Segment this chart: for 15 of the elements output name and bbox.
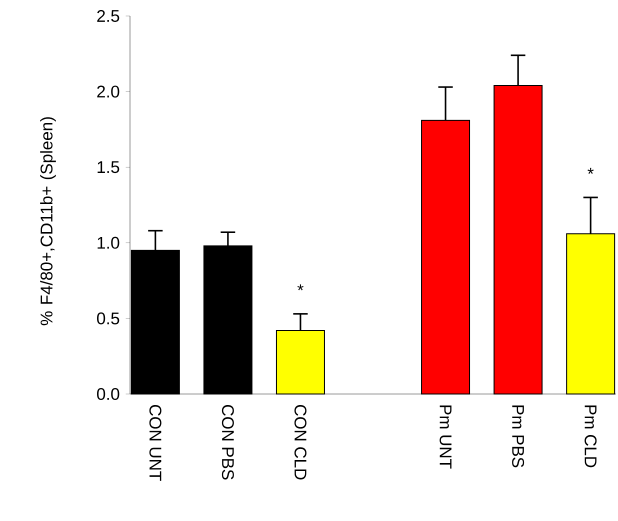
- annotation: *: [297, 284, 304, 290]
- y-tick-label: 1.0: [98, 236, 120, 249]
- y-tick-label: 0.0: [97, 388, 120, 400]
- y-axis-title: % F4/80+,CD11b+ (Spleen): [40, 117, 56, 326]
- x-tick-label: CON CLD: [294, 404, 306, 480]
- x-tick-label: Pm PBS: [512, 405, 524, 468]
- x-tick-label: CON PBS: [222, 404, 234, 480]
- y-tick-label: 1.5: [98, 161, 120, 174]
- x-tick-label: Pm CLD: [584, 405, 597, 468]
- annotation: *: [588, 168, 594, 174]
- y-tick-label: 0.5: [97, 312, 120, 324]
- x-tick-label: CON UNT: [149, 404, 162, 481]
- y-tick-label: 2.5: [97, 10, 120, 22]
- y-tick-label: 2.0: [97, 86, 120, 98]
- x-tick-label: Pm UNT: [440, 405, 452, 469]
